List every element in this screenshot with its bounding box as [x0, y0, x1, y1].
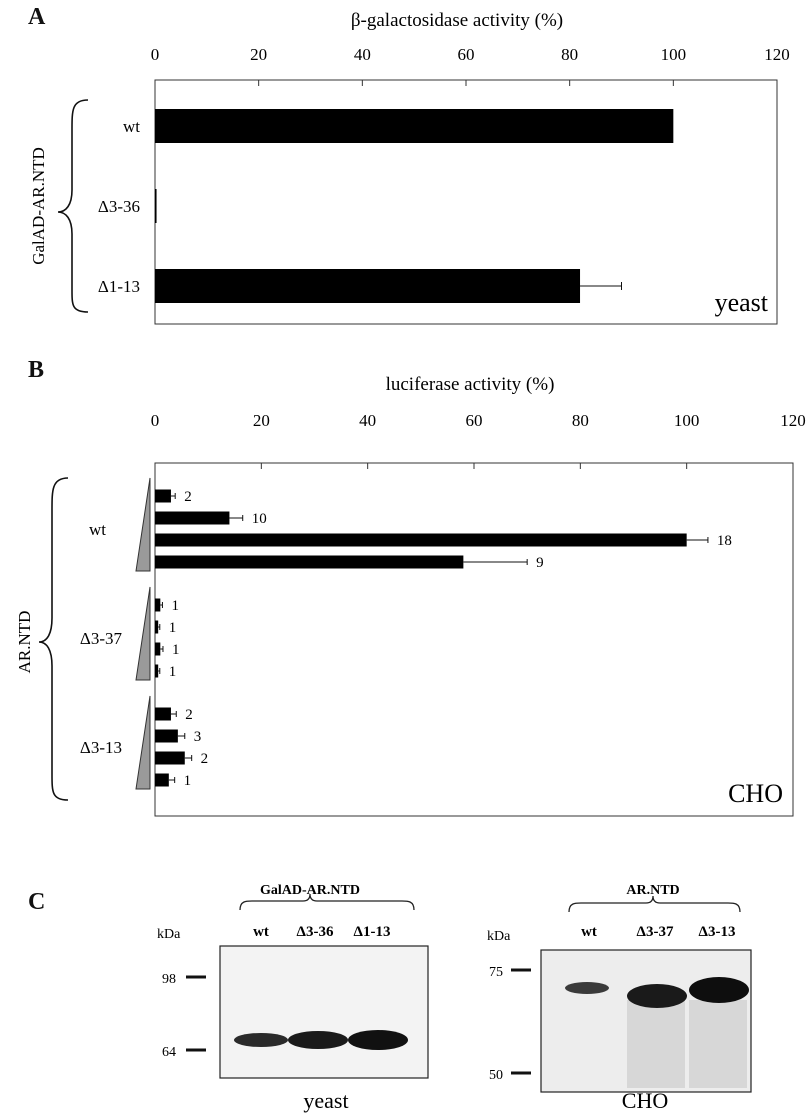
blot-cho: AR.NTD kDa wt Δ3-37 Δ3-13 75 50 CHO [487, 883, 752, 1113]
blot-yeast-band-wt [234, 1033, 288, 1047]
blot-yeast-band-d1-13 [348, 1030, 408, 1050]
blot-yeast-title: GalAD-AR.NTD [260, 883, 360, 898]
chart-b-bar [155, 489, 171, 503]
blot-cho-smear-d3-13 [689, 1000, 747, 1088]
blot-cho-marker-50: 50 [489, 1068, 503, 1083]
chart-b-count-label: 9 [536, 555, 544, 571]
chart-a-bar [155, 189, 157, 223]
blot-cho-marker-75: 75 [489, 965, 503, 980]
blot-cho-lane-3: Δ3-13 [699, 924, 736, 940]
blot-yeast: GalAD-AR.NTD kDa wt Δ3-36 Δ1-13 98 64 ye… [157, 883, 429, 1113]
blot-cho-band-wt [565, 982, 609, 994]
chart-b-count-label: 1 [169, 620, 177, 636]
blot-cho-caption: CHO [622, 1088, 668, 1113]
chart-b-category-label: Δ3-13 [80, 738, 122, 757]
panel-a-letter: A [28, 4, 46, 30]
chart-b-bar [155, 555, 464, 569]
blot-yeast-marker-64: 64 [162, 1045, 176, 1060]
chart-b-bar [155, 533, 687, 547]
chart-b-bar [155, 729, 178, 743]
chart-b-count-label: 1 [171, 598, 179, 614]
blot-cho-kda: kDa [487, 929, 511, 944]
chart-b-tick-label: 0 [151, 411, 160, 430]
chart-b-group-brace [38, 477, 69, 801]
chart-b-count-label: 2 [184, 489, 192, 505]
blot-yeast-membrane [219, 945, 429, 1079]
chart-b-count-label: 2 [201, 751, 209, 767]
chart-b-category-label: Δ3-37 [80, 629, 123, 648]
chart-b-group-label: AR.NTD [15, 611, 34, 674]
chart-a-tick-label: 60 [458, 45, 475, 64]
chart-a-annotation: yeast [715, 288, 769, 317]
blot-cho-title: AR.NTD [626, 883, 679, 898]
chart-b-bar [155, 773, 169, 787]
chart-b-count-label: 18 [717, 533, 732, 549]
chart-b: luciferase activity (%) 0 20 40 60 80 100 120 … [15, 374, 806, 817]
chart-b-count-label: 10 [252, 511, 267, 527]
chart-b-bar [155, 642, 161, 656]
chart-b-count-label: 1 [169, 664, 177, 680]
panel-c-letter: C [28, 889, 46, 915]
blot-yeast-marker-98: 98 [162, 972, 176, 987]
blot-cho-band-d3-13 [689, 977, 749, 1003]
chart-a-tick-label: 100 [661, 45, 687, 64]
chart-a-xlabel: β-galactosidase activity (%) [351, 10, 563, 31]
chart-a-tick-label: 80 [561, 45, 578, 64]
blot-yeast-band-d3-36 [288, 1031, 348, 1049]
chart-b-count-label: 1 [184, 773, 192, 789]
chart-b-annotation: CHO [728, 779, 783, 808]
chart-a-tick-label: 20 [250, 45, 267, 64]
chart-b-tick-label: 120 [780, 411, 806, 430]
chart-a: β-galactosidase activity (%) 0 20 40 60 80 10… [29, 10, 790, 325]
blot-cho-band-d3-37 [627, 984, 687, 1008]
chart-b-count-label: 2 [185, 707, 193, 723]
chart-b-tick-label: 20 [253, 411, 270, 430]
chart-b-bar [155, 598, 161, 612]
chart-b-category-label: wt [89, 520, 106, 539]
chart-a-bar [155, 269, 581, 303]
chart-b-plot-frame [154, 462, 794, 817]
chart-b-bar [155, 751, 185, 765]
chart-a-category-label: Δ3-36 [98, 197, 140, 216]
chart-b-dose-wedge [135, 586, 151, 681]
chart-b-count-label: 3 [194, 729, 202, 745]
chart-b-bar [155, 664, 159, 678]
chart-b-dose-wedge [135, 695, 151, 790]
chart-a-tick-label: 0 [151, 45, 160, 64]
chart-b-tick-label: 60 [466, 411, 483, 430]
blot-cho-smear-d3-37 [627, 1000, 685, 1088]
chart-b-dose-wedge [135, 477, 151, 572]
chart-b-tick-label: 80 [572, 411, 589, 430]
blot-yeast-lane-3: Δ1-13 [354, 924, 391, 940]
blot-cho-brace [568, 895, 741, 913]
blot-cho-lane-1: wt [581, 924, 597, 940]
blot-yeast-caption: yeast [303, 1088, 348, 1113]
chart-a-group-brace [57, 99, 89, 313]
blot-yeast-brace [239, 893, 415, 911]
chart-b-count-label: 1 [172, 642, 180, 658]
chart-b-xlabel: luciferase activity (%) [386, 374, 555, 395]
blot-cho-lane-2: Δ3-37 [637, 924, 674, 940]
chart-b-bar [155, 511, 230, 525]
chart-b-bar [155, 707, 171, 721]
blot-yeast-lane-2: Δ3-36 [297, 924, 334, 940]
chart-a-group-label: GalAD-AR.NTD [29, 147, 48, 265]
blot-yeast-lane-1: wt [253, 924, 269, 940]
blot-yeast-kda: kDa [157, 927, 181, 942]
chart-a-category-label: Δ1-13 [98, 277, 140, 296]
panel-b-letter: B [28, 357, 45, 383]
chart-a-category-label: wt [123, 117, 140, 136]
chart-b-tick-label: 100 [674, 411, 700, 430]
chart-a-tick-label: 120 [764, 45, 790, 64]
chart-a-bar [155, 109, 674, 143]
chart-a-tick-label: 40 [354, 45, 371, 64]
chart-b-bar [155, 620, 159, 634]
chart-b-tick-label: 40 [359, 411, 376, 430]
